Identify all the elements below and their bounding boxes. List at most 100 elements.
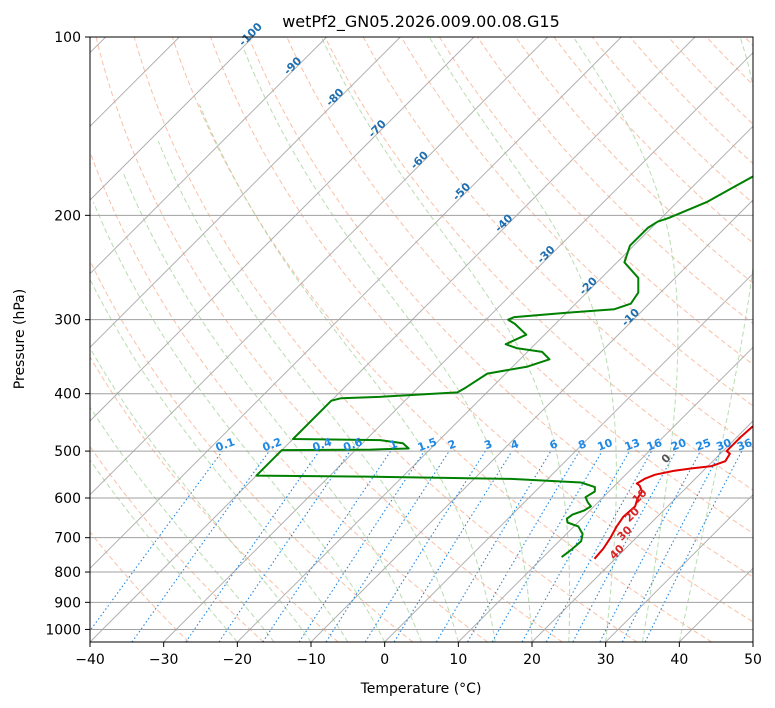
- isotherm-line: [236, 125, 753, 642]
- moist-adiabat-line: [572, 37, 679, 642]
- dry-adiabat-line: [400, 37, 753, 407]
- dewpoint-profile-line: [255, 175, 753, 558]
- x-tick-label: −10: [296, 652, 326, 668]
- mixing-ratio-label: 3: [482, 437, 494, 452]
- dry-adiabat-label: -60: [408, 148, 431, 171]
- mixing-ratio-label: 1: [388, 437, 400, 452]
- mixing-ratio-line: [545, 450, 653, 642]
- chart-title: wetPf2_GN05.2026.009.00.08.G15: [282, 12, 560, 32]
- isotherm-line: [90, 37, 622, 570]
- mixing-ratio-label: 0.1: [214, 435, 237, 454]
- dry-adiabat-line: [90, 150, 488, 642]
- dry-adiabat-label: -100: [236, 20, 265, 49]
- mixing-ratio-label: 25: [694, 436, 713, 453]
- dry-adiabat-line: [668, 37, 753, 125]
- mixing-ratio-label: 0.4: [311, 435, 334, 454]
- mixing-ratio-label: 13: [623, 436, 642, 453]
- mixing-ratio-label: 16: [645, 436, 664, 454]
- mixing-ratio-line: [131, 450, 270, 642]
- mixing-ratio-label: 0.2: [261, 435, 284, 454]
- mixing-ratio-label: 4: [509, 437, 521, 452]
- y-tick-label: 500: [54, 444, 81, 460]
- dry-adiabat-line: [95, 37, 563, 642]
- dry-adiabat-line: [286, 37, 753, 534]
- isotherm-line: [310, 199, 753, 642]
- dry-adiabat-line: [362, 37, 753, 449]
- plot-frame: [89, 36, 754, 643]
- mixing-ratio-line: [218, 450, 351, 642]
- dry-adiabat-line: [438, 37, 753, 366]
- x-tick-label: 20: [523, 652, 541, 668]
- moist-adiabat-line: [243, 49, 533, 642]
- moist-adiabat-line: [320, 37, 571, 642]
- y-tick-label: 600: [54, 491, 81, 507]
- dry-adiabat-label: -50: [450, 180, 473, 203]
- mixing-ratio-line: [185, 450, 320, 642]
- y-axis-label: Pressure (hPa): [12, 289, 28, 389]
- isotherm-line: [90, 37, 696, 642]
- temperature-profile-line: [593, 425, 753, 560]
- mixing-ratio-line: [90, 450, 223, 632]
- dry-adiabat-line: [90, 356, 339, 642]
- isotherm-line: [678, 567, 753, 642]
- mixing-ratio-label: 30: [714, 436, 733, 454]
- y-tick-label: 400: [54, 387, 81, 403]
- moist-adiabat-line: [92, 201, 386, 642]
- y-tick-label: 700: [54, 531, 81, 547]
- dry-adiabat-label: -80: [323, 86, 346, 109]
- isotherm-line: [531, 420, 753, 642]
- profile-series: [255, 175, 753, 560]
- y-tick-label: 300: [54, 313, 81, 329]
- isotherm-line: [457, 346, 753, 642]
- x-tick-label: 50: [744, 652, 762, 668]
- moist-adiabat-label: 40: [607, 542, 627, 562]
- isotherm-line: [163, 51, 753, 642]
- mixing-ratio-line: [298, 450, 425, 642]
- x-axis-label: Temperature (°C): [360, 681, 482, 697]
- isotherm-line: [752, 641, 753, 642]
- dry-adiabat-line: [90, 531, 190, 642]
- mixing-ratio-label: 2: [446, 437, 458, 452]
- isotherm-line: [90, 37, 475, 422]
- isotherm-line: [384, 272, 753, 642]
- y-tick-label: 800: [54, 565, 81, 581]
- dry-adiabat-line: [706, 37, 753, 86]
- dry-adiabat-line: [248, 37, 753, 578]
- moist-adiabat-line: [123, 173, 422, 642]
- dry-adiabat-line: [171, 37, 712, 642]
- mixing-ratio-label: 6: [548, 437, 560, 452]
- isotherm-line: [90, 37, 549, 496]
- x-tick-label: 30: [597, 652, 615, 668]
- y-tick-label: 1000: [45, 622, 81, 638]
- x-tick-label: 10: [449, 652, 467, 668]
- dry-adiabat-label: -70: [366, 117, 389, 140]
- mixing-ratio-label: 8: [576, 437, 588, 452]
- mixing-ratio-label: 1.5: [416, 435, 439, 454]
- dry-adiabat-line: [324, 37, 753, 491]
- mixing-ratio-line: [393, 450, 513, 642]
- dry-adiabat-line: [90, 259, 414, 642]
- dry-adiabat-label: -30: [534, 243, 557, 266]
- dry-adiabat-line: [477, 37, 753, 325]
- mixing-ratio-line: [621, 450, 722, 642]
- dry-adiabat-line: [591, 37, 753, 204]
- y-tick-label: 200: [54, 208, 81, 224]
- x-tick-label: −30: [149, 652, 179, 668]
- x-tick-label: −20: [223, 652, 253, 668]
- mixing-ratio-line: [521, 450, 630, 642]
- isotherm-line: [90, 37, 254, 201]
- mixing-ratio-label: 10: [596, 436, 615, 454]
- moist-adiabat-line: [678, 37, 753, 642]
- moist-adiabat-line: [90, 459, 238, 642]
- pressure-gridlines: [90, 37, 753, 630]
- dry-adiabat-label: -10: [619, 306, 642, 329]
- isotherm-line: [90, 37, 401, 349]
- moist-adiabat-line: [90, 347, 312, 642]
- moist-adiabat-line: [90, 406, 275, 642]
- dry-adiabat-line: [515, 37, 753, 284]
- moist-adiabat-line: [198, 104, 496, 642]
- x-tick-label: −40: [75, 652, 105, 668]
- mixing-ratio-label: 0.6: [342, 435, 365, 454]
- x-tick-label: 40: [670, 652, 688, 668]
